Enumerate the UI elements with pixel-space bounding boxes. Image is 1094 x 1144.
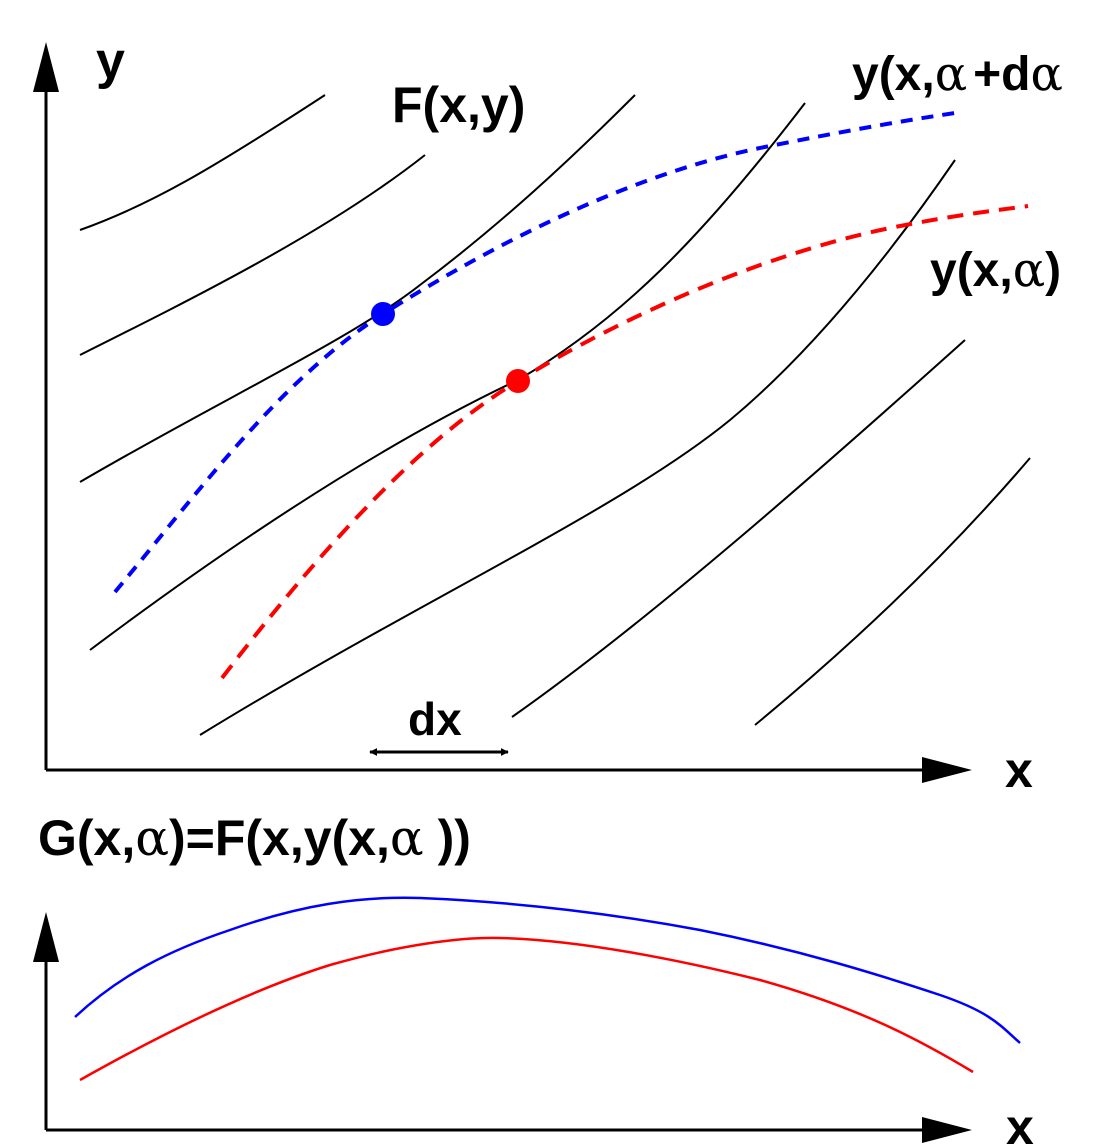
bottom-x-axis-label: x [1006, 1099, 1034, 1144]
contour-line-2 [79, 154, 426, 356]
contour-line-6 [511, 339, 966, 718]
tangent-point-red [506, 369, 530, 393]
curve-red-label: y(x,α) [930, 242, 1061, 298]
contour-lines [79, 94, 1031, 736]
top-y-axis-arrowhead [33, 42, 59, 92]
contour-line-7 [754, 457, 1031, 726]
bottom-y-axis-arrowhead [33, 912, 59, 962]
top-axes [33, 42, 972, 783]
curve-y-alpha-plus-dalpha [113, 110, 963, 594]
bottom-axes [33, 912, 972, 1143]
bottom-plot: G(x,α)=F(x,y(x,α )) x [33, 809, 1034, 1144]
contour-label: F(x,y) [392, 77, 525, 133]
contour-line-4 [89, 102, 806, 651]
g-curve-blue [74, 896, 1021, 1044]
top-y-axis-label: y [96, 32, 125, 90]
curve-y-alpha [220, 204, 1029, 680]
g-curve-red [79, 936, 974, 1082]
top-plot: y x F(x,y) dx y(x,α +dα y(x,α) [33, 32, 1063, 798]
contour-line-1 [79, 94, 326, 231]
dx-label: dx [408, 693, 462, 745]
contour-line-5 [199, 159, 956, 736]
contour-line-3 [79, 94, 636, 483]
tangent-point-blue [371, 302, 395, 326]
curve-blue-label: y(x,α +dα [852, 46, 1063, 102]
top-x-axis-label: x [1005, 742, 1033, 798]
bottom-plot-title: G(x,α)=F(x,y(x,α )) [38, 809, 471, 867]
bottom-x-axis-arrowhead [922, 1117, 972, 1143]
top-x-axis-arrowhead [922, 757, 972, 783]
